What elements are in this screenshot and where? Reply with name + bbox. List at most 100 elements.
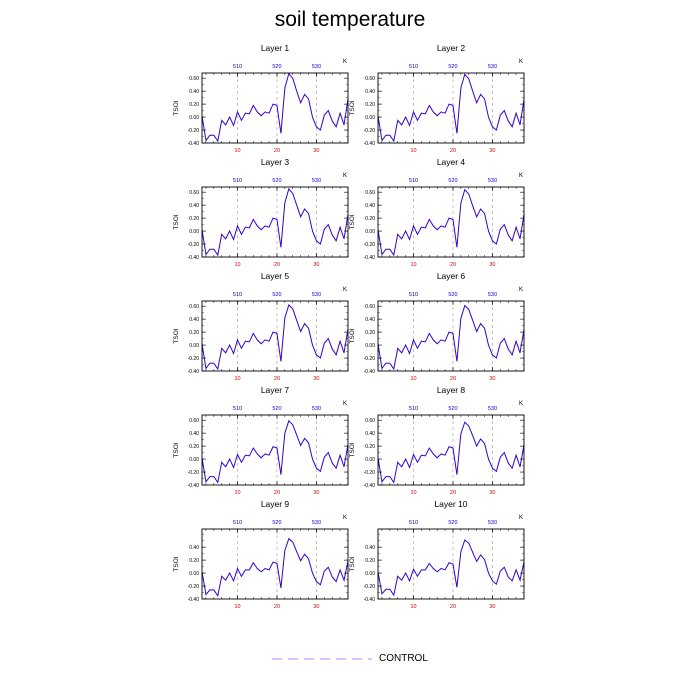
panel-frame — [201, 300, 349, 372]
panel-4: Layer 4 K TSOI 10 20 30 510 520 530 -0.40 -0.20 0.0… — [349, 157, 525, 268]
y-axis-label: TSOI — [349, 214, 356, 229]
panel-5: Layer 5 K TSOI 10 20 30 510 520 530 -0.40 -0.20 0.0… — [173, 271, 349, 382]
bottom-tick-label: 10 — [234, 604, 240, 610]
series-line — [201, 537, 349, 598]
top-tick-label: 510 — [409, 178, 418, 184]
panel-frame — [377, 300, 525, 372]
bottom-tick-label: 30 — [313, 148, 319, 154]
panel-title: Layer 5 — [261, 271, 290, 281]
panel-frame — [201, 528, 349, 600]
panel-title: Layer 2 — [437, 43, 466, 53]
top-tick-label: 530 — [312, 178, 321, 184]
y-axis-label: TSOI — [173, 100, 180, 115]
y-tick-label: 0.20 — [189, 216, 199, 222]
top-tick-label: 520 — [272, 406, 281, 412]
top-tick-label: 520 — [272, 520, 281, 526]
y-tick-label: 0.00 — [189, 115, 199, 121]
top-tick-label: 530 — [312, 64, 321, 70]
y-axis-label: TSOI — [173, 442, 180, 457]
top-tick-label: 520 — [448, 292, 457, 298]
y-tick-label: 0.00 — [365, 343, 375, 349]
top-tick-label: 510 — [233, 178, 242, 184]
y-tick-label: 0.60 — [365, 76, 375, 82]
top-axis-label: K — [343, 401, 347, 407]
panel-10: Layer 10 K TSOI 10 20 30 510 520 530 -0.40 -0.20 0.… — [349, 499, 525, 610]
series-line — [377, 421, 525, 484]
top-axis-label: K — [343, 515, 347, 521]
bottom-tick-label: 20 — [450, 262, 456, 268]
panel-9: Layer 9 K TSOI 10 20 30 510 520 530 -0.40 -0.20 0.0… — [173, 499, 349, 610]
series-line — [201, 419, 349, 484]
bottom-tick-label: 30 — [313, 490, 319, 496]
panel-1: Layer 1 K TSOI 10 20 30 510 520 530 -0.40 -0.20 0.0… — [173, 43, 349, 154]
bottom-tick-label: 30 — [313, 262, 319, 268]
y-tick-label: -0.20 — [364, 584, 376, 590]
series-line — [201, 72, 349, 143]
y-tick-label: -0.40 — [364, 597, 376, 603]
bottom-tick-label: 20 — [450, 376, 456, 382]
top-tick-label: 520 — [448, 178, 457, 184]
top-tick-label: 520 — [272, 292, 281, 298]
y-tick-label: 0.20 — [365, 330, 375, 336]
bottom-tick-label: 30 — [489, 148, 495, 154]
y-tick-label: 0.20 — [365, 558, 375, 564]
y-axis-label: TSOI — [173, 214, 180, 229]
legend: CONTROL — [272, 652, 428, 666]
top-tick-label: 520 — [448, 64, 457, 70]
panel-frame — [377, 414, 525, 486]
y-tick-label: 0.00 — [365, 571, 375, 577]
top-axis-label: K — [519, 401, 523, 407]
top-tick-label: 530 — [312, 520, 321, 526]
y-tick-label: 0.40 — [189, 431, 199, 437]
legend-label: CONTROL — [379, 653, 428, 664]
bottom-tick-label: 30 — [489, 262, 495, 268]
y-tick-label: 0.40 — [189, 317, 199, 323]
panel-8: Layer 8 K TSOI 10 20 30 510 520 530 -0.40 -0.20 0.0… — [349, 385, 525, 496]
top-tick-label: 510 — [409, 520, 418, 526]
y-tick-label: 0.40 — [365, 317, 375, 323]
top-tick-label: 530 — [312, 406, 321, 412]
series-line — [377, 73, 525, 143]
y-tick-label: 0.20 — [189, 330, 199, 336]
y-axis-label: TSOI — [349, 100, 356, 115]
panel-title: Layer 1 — [261, 43, 290, 53]
panel-6: Layer 6 K TSOI 10 20 30 510 520 530 -0.40 -0.20 0.0… — [349, 271, 525, 382]
top-tick-label: 520 — [448, 520, 457, 526]
y-tick-label: 0.40 — [365, 545, 375, 551]
y-tick-label: 0.40 — [189, 545, 199, 551]
top-tick-label: 520 — [272, 64, 281, 70]
y-tick-label: -0.20 — [364, 356, 376, 362]
panel-frame — [377, 528, 525, 600]
top-tick-label: 510 — [409, 292, 418, 298]
bottom-tick-label: 20 — [450, 148, 456, 154]
top-tick-label: 520 — [448, 406, 457, 412]
y-tick-label: -0.40 — [188, 141, 200, 147]
legend-line-sample — [272, 658, 372, 660]
bottom-tick-label: 30 — [313, 604, 319, 610]
y-tick-label: -0.40 — [188, 597, 200, 603]
bottom-tick-label: 10 — [410, 490, 416, 496]
y-tick-label: 0.60 — [365, 418, 375, 424]
page-title: soil temperature — [274, 8, 426, 31]
panel-title: Layer 6 — [437, 271, 466, 281]
bottom-tick-label: 30 — [313, 376, 319, 382]
bottom-tick-label: 20 — [274, 262, 280, 268]
y-tick-label: -0.40 — [364, 255, 376, 261]
bottom-tick-label: 20 — [274, 148, 280, 154]
top-axis-label: K — [519, 515, 523, 521]
y-tick-label: 0.20 — [189, 102, 199, 108]
y-tick-label: -0.20 — [188, 584, 200, 590]
y-tick-label: 0.00 — [189, 457, 199, 463]
y-tick-label: -0.40 — [364, 141, 376, 147]
y-tick-label: 0.00 — [365, 457, 375, 463]
y-tick-label: 0.20 — [365, 102, 375, 108]
y-axis-label: TSOI — [349, 556, 356, 571]
panel-title: Layer 4 — [437, 157, 466, 167]
bottom-tick-label: 10 — [234, 376, 240, 382]
bottom-tick-label: 20 — [274, 376, 280, 382]
y-tick-label: -0.20 — [188, 242, 200, 248]
y-axis-label: TSOI — [349, 442, 356, 457]
top-tick-label: 510 — [233, 406, 242, 412]
y-tick-label: 0.00 — [189, 571, 199, 577]
bottom-tick-label: 10 — [410, 262, 416, 268]
